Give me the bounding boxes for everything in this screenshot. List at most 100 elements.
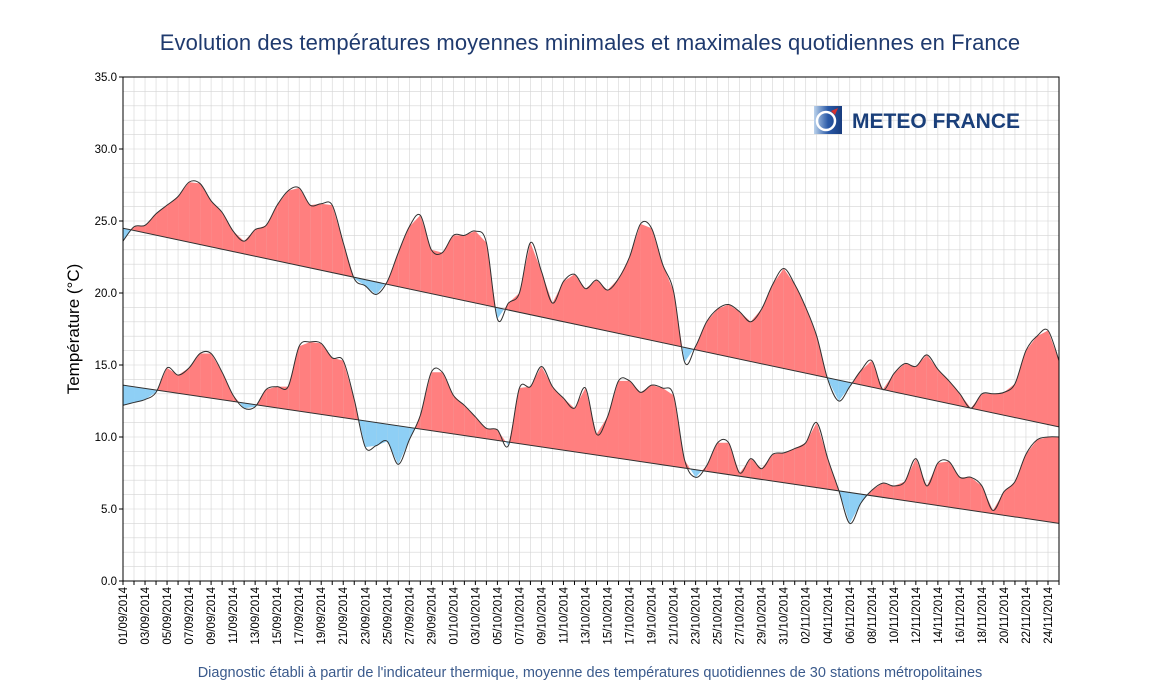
y-tick-label: 35.0	[95, 72, 117, 84]
min-above-normal-fill	[970, 477, 982, 513]
min-above-normal-fill	[794, 442, 806, 486]
min-below-normal-fill	[145, 388, 157, 400]
max-above-normal-fill	[981, 393, 993, 413]
x-tick-label: 18/11/2014	[977, 586, 989, 643]
min-above-normal-fill	[211, 353, 223, 400]
max-above-normal-fill	[277, 190, 289, 264]
normal-max-line	[123, 227, 1059, 428]
x-tick-label: 02/11/2014	[801, 586, 813, 643]
min-below-normal-fill	[376, 422, 388, 446]
min-above-normal-fill	[552, 386, 564, 451]
max-above-normal-fill	[420, 215, 432, 294]
series-lines	[123, 180, 1059, 524]
min-above-normal-fill	[332, 357, 344, 418]
x-tick-label: 09/10/2014	[536, 586, 548, 644]
max-below-normal-fill	[838, 380, 850, 401]
min-above-normal-fill	[310, 341, 322, 415]
x-tick-label: 19/10/2014	[647, 586, 659, 644]
max-above-normal-fill	[343, 242, 354, 278]
max-above-normal-fill	[860, 360, 872, 388]
x-tick-label: 23/10/2014	[691, 586, 703, 644]
x-tick-label: 07/09/2014	[184, 586, 196, 644]
y-tick-label: 0.0	[101, 576, 117, 588]
max-above-normal-fill	[1003, 383, 1015, 418]
min-below-normal-fill	[505, 441, 509, 446]
min-above-normal-fill	[871, 483, 883, 498]
x-tick-label: 13/09/2014	[250, 586, 262, 644]
x-tick-label: 01/09/2014	[118, 586, 130, 644]
min-above-normal-fill	[651, 385, 663, 465]
max-above-normal-fill	[695, 321, 707, 353]
min-above-normal-fill	[167, 367, 179, 394]
y-tick-label: 20.0	[95, 288, 117, 300]
max-above-normal-fill	[948, 380, 960, 406]
min-above-normal-fill	[805, 422, 817, 488]
min-above-normal-fill	[1014, 454, 1026, 519]
x-tick-label: 21/10/2014	[669, 586, 681, 644]
min-above-normal-fill	[607, 380, 619, 459]
x-tick-label: 03/10/2014	[470, 586, 482, 644]
min-below-normal-fill	[695, 469, 702, 478]
max-above-normal-fill	[904, 363, 916, 397]
max-above-normal-fill	[288, 187, 300, 266]
x-tick-label: 25/10/2014	[713, 586, 725, 644]
min-above-normal-fill	[200, 353, 212, 399]
max-above-normal-fill	[321, 203, 333, 273]
plot-frame	[122, 76, 1060, 582]
max-above-normal-fill	[233, 231, 245, 254]
min-above-normal-fill	[1025, 439, 1037, 521]
x-tick-label: 03/09/2014	[140, 586, 152, 644]
x-tick-label: 31/10/2014	[779, 586, 791, 644]
max-above-normal-fill	[222, 212, 234, 252]
max-above-normal-fill	[156, 205, 168, 238]
min-below-normal-fill	[398, 425, 410, 465]
min-below-normal-fill	[358, 420, 366, 448]
x-axis: 01/09/2014 03/09/2014 05/09/2014 07/09/2014…	[118, 581, 1060, 645]
max-above-normal-fill	[409, 215, 421, 292]
min-above-normal-fill	[343, 360, 355, 420]
meteo-france-logo: METEO FRANCE	[814, 106, 1020, 134]
x-tick-label: 09/09/2014	[206, 586, 218, 644]
max-above-normal-fill	[519, 242, 531, 315]
min-above-normal-fill	[959, 477, 971, 511]
max-above-normal-fill	[761, 284, 773, 367]
min-above-normal-fill	[541, 366, 553, 449]
min-above-normal-fill	[618, 380, 630, 460]
max-above-normal-fill	[585, 280, 597, 329]
min-above-normal-fill	[750, 458, 762, 480]
y-tick-label: 5.0	[101, 504, 117, 516]
chart-caption: Diagnostic établi à partir de l'indicate…	[197, 665, 983, 681]
x-tick-label: 17/09/2014	[294, 586, 306, 644]
x-tick-label: 20/11/2014	[999, 586, 1011, 643]
max-above-normal-fill	[475, 231, 487, 306]
min-above-normal-fill	[288, 346, 300, 412]
min-above-normal-fill	[684, 460, 691, 469]
x-tick-label: 29/10/2014	[757, 586, 769, 644]
min-above-normal-fill	[1036, 437, 1048, 522]
min-above-normal-fill	[717, 442, 729, 475]
x-tick-label: 08/11/2014	[867, 586, 879, 643]
x-tick-label: 17/10/2014	[625, 586, 637, 644]
y-tick-label: 15.0	[95, 360, 117, 372]
grid	[123, 77, 1059, 581]
min-above-normal-fill	[783, 448, 795, 485]
max-above-normal-fill	[926, 354, 938, 402]
min-above-normal-fill	[1003, 481, 1015, 517]
max-below-normal-fill	[376, 281, 386, 295]
min-above-normal-fill	[530, 366, 542, 447]
chart-title: Evolution des températures moyennes mini…	[159, 30, 1021, 55]
max-above-normal-fill	[178, 182, 190, 243]
min-above-normal-fill	[277, 386, 289, 410]
x-tick-label: 07/10/2014	[514, 586, 526, 644]
x-tick-label: 11/09/2014	[228, 586, 240, 643]
min-above-normal-fill	[662, 388, 674, 467]
max-above-normal-fill	[772, 268, 784, 369]
x-tick-label: 11/10/2014	[558, 586, 570, 643]
min-above-normal-fill	[299, 341, 311, 413]
min-above-normal-fill	[948, 461, 960, 509]
max-above-normal-fill	[607, 278, 619, 334]
min-above-normal-fill	[926, 462, 938, 506]
min-above-normal-fill	[563, 398, 575, 452]
min-above-normal-fill	[816, 422, 828, 490]
max-above-normal-fill	[332, 205, 344, 275]
